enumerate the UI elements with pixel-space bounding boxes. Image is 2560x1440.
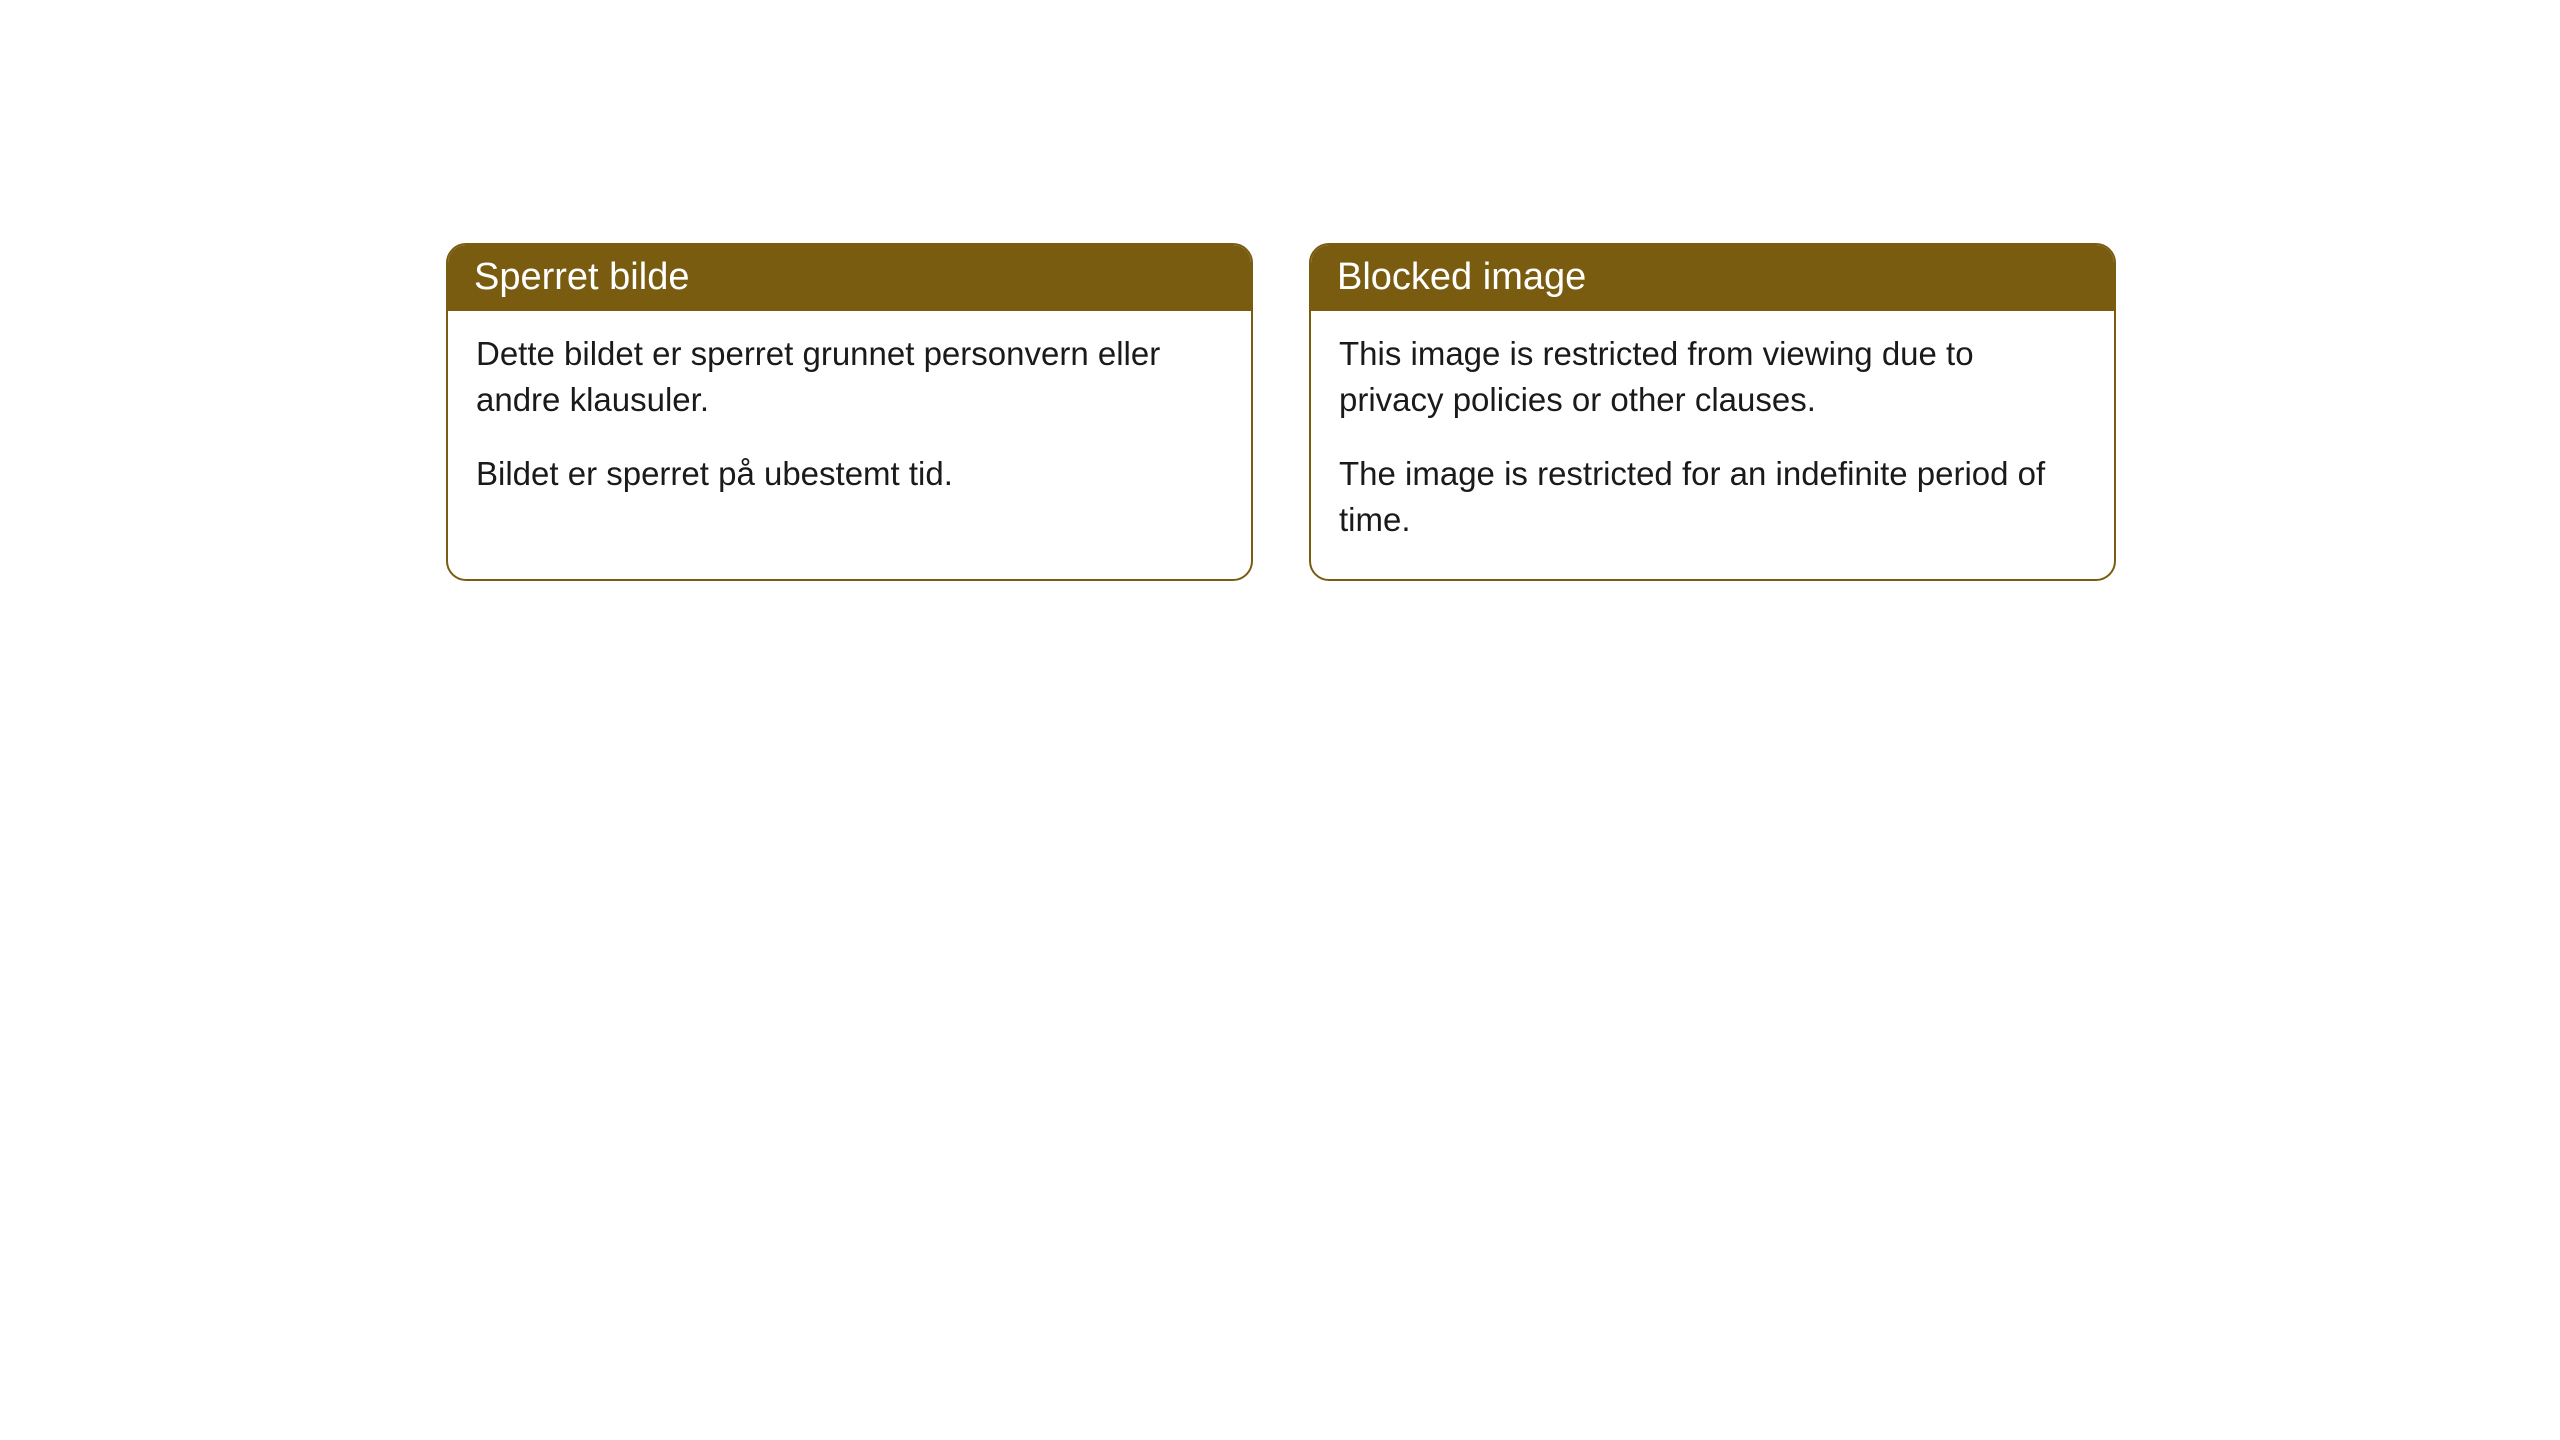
card-body: Dette bildet er sperret grunnet personve… [448, 311, 1251, 534]
card-header: Blocked image [1311, 245, 2114, 311]
card-paragraph: The image is restricted for an indefinit… [1339, 451, 2086, 543]
notice-cards-container: Sperret bilde Dette bildet er sperret gr… [446, 243, 2116, 581]
notice-card-english: Blocked image This image is restricted f… [1309, 243, 2116, 581]
card-title: Blocked image [1337, 256, 1586, 298]
card-body: This image is restricted from viewing du… [1311, 311, 2114, 580]
card-header: Sperret bilde [448, 245, 1251, 311]
notice-card-norwegian: Sperret bilde Dette bildet er sperret gr… [446, 243, 1253, 581]
card-paragraph: Bildet er sperret på ubestemt tid. [476, 451, 1223, 497]
card-title: Sperret bilde [474, 256, 689, 298]
card-paragraph: Dette bildet er sperret grunnet personve… [476, 331, 1223, 423]
card-paragraph: This image is restricted from viewing du… [1339, 331, 2086, 423]
